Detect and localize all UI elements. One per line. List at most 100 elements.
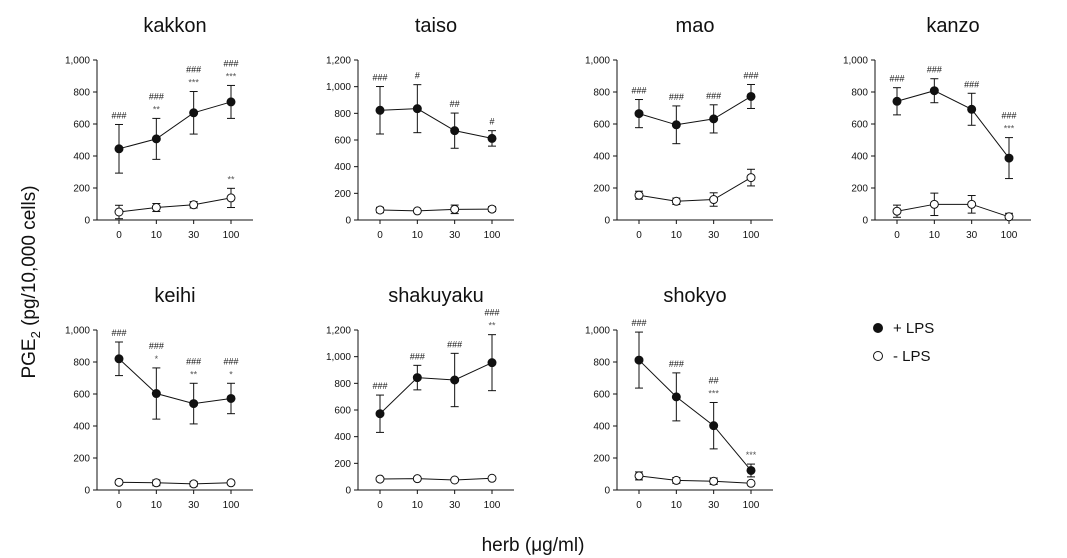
significance-label: ** xyxy=(190,369,198,379)
significance-label: ### xyxy=(706,91,721,101)
significance-label: ### xyxy=(111,328,126,338)
data-point xyxy=(671,392,681,402)
significance-label: ### xyxy=(669,92,684,102)
y-tick-label: 1,000 xyxy=(585,326,610,337)
x-tick-label: 0 xyxy=(116,500,122,511)
x-tick-label: 100 xyxy=(223,500,240,511)
data-point xyxy=(892,96,902,106)
y-tick-label: 200 xyxy=(851,184,868,195)
data-point xyxy=(226,393,236,403)
y-tick-label: 200 xyxy=(73,184,90,195)
series-line xyxy=(118,197,232,213)
y-tick-label: 0 xyxy=(84,486,90,497)
x-axis-label: herb (μg/ml) xyxy=(482,535,585,556)
data-point xyxy=(671,196,681,206)
series-minus-lps xyxy=(634,168,756,207)
y-tick-label: 0 xyxy=(604,216,610,227)
legend-marker-plus-lps xyxy=(873,323,883,333)
data-point xyxy=(487,204,497,214)
data-point xyxy=(746,91,756,101)
series-line xyxy=(379,362,493,415)
y-axis-label: PGE2 (pg/10,000 cells) xyxy=(19,185,43,378)
legend-label-plus-lps: + LPS xyxy=(893,320,934,337)
y-tick-label: 1,200 xyxy=(326,56,351,67)
series-minus-lps xyxy=(114,477,236,489)
data-point xyxy=(412,104,422,114)
panel-title: mao xyxy=(676,15,715,37)
series-line xyxy=(638,359,752,471)
legend-label-minus-lps: - LPS xyxy=(893,348,931,365)
series-line xyxy=(638,96,752,126)
significance-label: ## xyxy=(450,99,460,109)
significance-label: ### xyxy=(964,79,979,89)
x-tick-label: 100 xyxy=(743,230,760,241)
data-point xyxy=(634,190,644,200)
data-point xyxy=(892,206,902,216)
significance-label: * xyxy=(155,354,159,364)
significance-label: ### xyxy=(186,65,201,75)
significance-label: * xyxy=(229,369,233,379)
series-line xyxy=(379,108,493,139)
panel-kakkon: kakkon 0 200 400 600 800 1,000 0 10 30 100 ### ** ###… xyxy=(65,15,253,241)
data-point xyxy=(450,204,460,214)
x-tick-label: 10 xyxy=(671,230,683,241)
series-minus-lps xyxy=(375,204,497,216)
x-tick-label: 30 xyxy=(449,500,461,511)
y-tick-label: 1,000 xyxy=(585,56,610,67)
panel-kanzo: kanzo 0 200 400 600 800 1,000 0 10 30 100 ### ### ###… xyxy=(843,15,1031,241)
significance-label: # xyxy=(415,71,420,81)
data-point xyxy=(487,133,497,143)
significance-label: # xyxy=(489,117,494,127)
y-tick-label: 400 xyxy=(73,152,90,163)
y-tick-label: 400 xyxy=(851,152,868,163)
significance-label: ** xyxy=(227,174,235,184)
data-point xyxy=(375,409,385,419)
panel-shakuyaku: shakuyaku 0 200 400 600 800 1,000 1,200 0 10 30 100… xyxy=(326,285,514,511)
data-point xyxy=(151,478,161,488)
series-minus-lps xyxy=(114,187,236,220)
series-line xyxy=(118,481,232,485)
significance-label: ### xyxy=(111,110,126,120)
data-point xyxy=(412,373,422,383)
y-tick-label: 400 xyxy=(334,162,351,173)
series-minus-lps xyxy=(892,192,1014,222)
significance-label: ### xyxy=(743,70,758,80)
significance-label: ### xyxy=(484,308,499,318)
significance-label: *** xyxy=(1004,124,1015,134)
significance-label: ### xyxy=(186,356,201,366)
y-axis-label-main: PGE xyxy=(19,338,40,378)
data-point xyxy=(1004,153,1014,163)
data-point xyxy=(487,473,497,483)
x-tick-label: 0 xyxy=(636,500,642,511)
series-line xyxy=(638,475,752,484)
data-point xyxy=(709,476,719,486)
y-tick-label: 600 xyxy=(593,120,610,131)
y-tick-label: 800 xyxy=(73,88,90,99)
legend: + LPS - LPS xyxy=(873,320,934,365)
series-plus-lps xyxy=(114,84,236,174)
data-point xyxy=(189,200,199,210)
y-tick-label: 200 xyxy=(593,454,610,465)
data-point xyxy=(709,114,719,124)
data-point xyxy=(189,108,199,118)
x-tick-label: 0 xyxy=(636,230,642,241)
y-tick-label: 1,200 xyxy=(326,326,351,337)
panel-title: taiso xyxy=(415,15,457,37)
y-tick-label: 400 xyxy=(73,422,90,433)
significance-label: ### xyxy=(669,359,684,369)
series-minus-lps xyxy=(634,471,756,488)
significance-label: ### xyxy=(149,341,164,351)
data-point xyxy=(375,205,385,215)
y-tick-label: 0 xyxy=(84,216,90,227)
y-tick-label: 800 xyxy=(334,379,351,390)
significance-label: ### xyxy=(372,73,387,83)
series-line xyxy=(379,208,493,212)
data-point xyxy=(671,120,681,130)
y-tick-label: 600 xyxy=(334,136,351,147)
data-point xyxy=(151,203,161,213)
data-point xyxy=(746,173,756,183)
y-tick-label: 0 xyxy=(604,486,610,497)
y-tick-label: 200 xyxy=(334,189,351,200)
